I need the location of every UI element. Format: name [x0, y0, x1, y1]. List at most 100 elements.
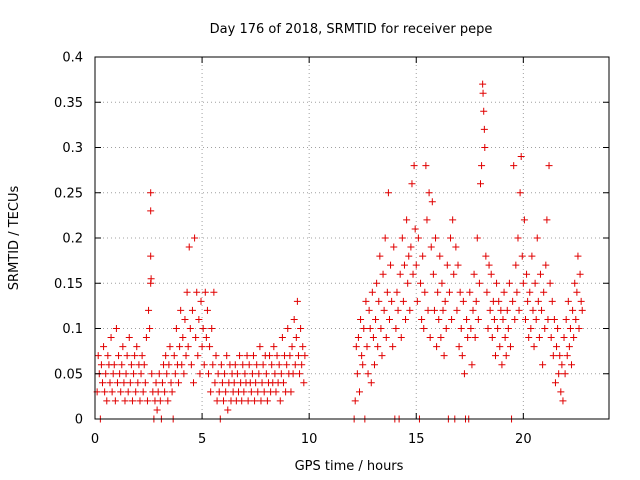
- data-point: [493, 279, 501, 287]
- data-point: [513, 288, 521, 296]
- data-point: [443, 261, 451, 269]
- data-point: [559, 397, 567, 405]
- data-point: [364, 370, 372, 378]
- data-point: [224, 406, 232, 414]
- data-point: [284, 325, 292, 332]
- data-point: [217, 361, 225, 369]
- data-point: [179, 334, 187, 342]
- data-point: [141, 379, 149, 387]
- data-point: [278, 334, 286, 342]
- data-point: [167, 379, 175, 387]
- data-point: [564, 297, 572, 305]
- data-point: [193, 288, 201, 296]
- data-point: [540, 288, 548, 296]
- data-point: [199, 325, 207, 332]
- data-point: [299, 343, 307, 351]
- data-point: [362, 297, 370, 305]
- data-point: [259, 361, 267, 369]
- data-point: [377, 325, 385, 332]
- data-point: [509, 297, 517, 305]
- data-point: [108, 388, 116, 396]
- data-point: [158, 379, 166, 387]
- data-point: [376, 252, 384, 260]
- data-point: [123, 352, 131, 360]
- data-point: [220, 397, 227, 405]
- data-point: [563, 352, 571, 360]
- x-axis: 0 5 10 15 20: [91, 57, 532, 447]
- data-point: [288, 343, 296, 351]
- data-point: [460, 370, 468, 378]
- data-point: [283, 361, 291, 369]
- data-point: [300, 379, 308, 387]
- data-point: [221, 370, 229, 378]
- data-point: [133, 343, 141, 351]
- data-point: [511, 315, 519, 323]
- data-point: [402, 315, 410, 323]
- data-point: [187, 361, 195, 369]
- data-point: [271, 370, 279, 378]
- data-point: [279, 379, 287, 387]
- data-point: [154, 388, 162, 396]
- data-point: [380, 306, 388, 314]
- data-point: [194, 352, 202, 360]
- data-point: [255, 370, 263, 378]
- data-point: [528, 252, 536, 260]
- data-point: [408, 180, 416, 188]
- data-point: [358, 352, 366, 360]
- data-point: [419, 252, 427, 260]
- data-point: [205, 370, 213, 378]
- data-point: [248, 370, 256, 378]
- data-point: [450, 270, 458, 278]
- data-point: [470, 270, 478, 278]
- data-point: [432, 234, 440, 242]
- data-point: [429, 270, 437, 278]
- data-point: [405, 252, 413, 260]
- data-point: [120, 379, 128, 387]
- y-tick-label: 0.4: [62, 51, 83, 66]
- data-point: [118, 361, 126, 369]
- data-point: [534, 297, 542, 305]
- data-point: [268, 361, 276, 369]
- data-point: [247, 388, 255, 396]
- y-tick-label: 0.2: [62, 232, 83, 247]
- data-point: [428, 198, 436, 206]
- data-point: [411, 225, 419, 233]
- data-point: [560, 334, 568, 342]
- data-point: [357, 315, 365, 323]
- data-point: [166, 343, 174, 351]
- data-point: [113, 379, 121, 387]
- data-point: [549, 352, 557, 360]
- data-point: [543, 216, 551, 224]
- data-point: [146, 325, 154, 332]
- data-point: [368, 288, 376, 296]
- data-point: [529, 306, 537, 314]
- data-point: [471, 334, 479, 342]
- data-point: [486, 306, 494, 314]
- data-point: [548, 297, 556, 305]
- data-point: [98, 379, 106, 387]
- data-point: [385, 315, 393, 323]
- data-point: [162, 352, 170, 360]
- data-point: [517, 153, 525, 161]
- data-point: [393, 288, 401, 296]
- data-point: [369, 334, 377, 342]
- data-point: [249, 352, 257, 360]
- data-point: [390, 243, 398, 251]
- data-point: [455, 343, 463, 351]
- data-point: [184, 343, 192, 351]
- data-point: [477, 180, 484, 188]
- data-point: [482, 252, 490, 260]
- data-point: [551, 379, 559, 387]
- data-point: [294, 352, 302, 360]
- data-point: [126, 379, 134, 387]
- data-point: [467, 325, 475, 332]
- data-point: [423, 216, 431, 224]
- data-point: [140, 361, 148, 369]
- y-axis-label: SRMTID / TECUs: [7, 186, 22, 291]
- data-point: [236, 352, 244, 360]
- data-point: [485, 261, 493, 269]
- data-point: [353, 370, 361, 378]
- data-point: [367, 379, 375, 387]
- y-tick-label: 0.1: [62, 322, 83, 337]
- data-point: [177, 306, 185, 314]
